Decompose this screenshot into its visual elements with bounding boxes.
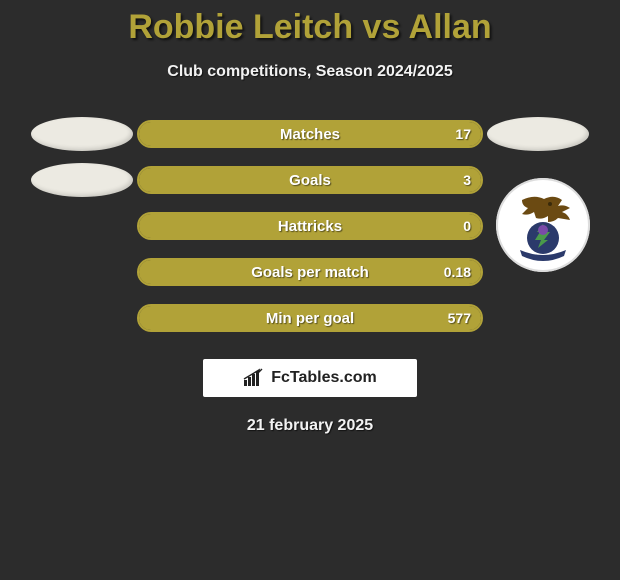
right-team-crest	[496, 178, 590, 272]
stat-bar: Hattricks 0	[137, 212, 483, 240]
bar-chart-icon	[243, 368, 265, 388]
stat-bar: Goals per match 0.18	[137, 258, 483, 286]
crest-icon	[504, 186, 582, 264]
stat-value-right: 3	[463, 168, 471, 192]
right-badge-slot	[483, 111, 593, 157]
stat-label: Goals per match	[139, 260, 481, 284]
stat-label: Hattricks	[139, 214, 481, 238]
left-badge-slot	[27, 295, 137, 341]
stat-row: Min per goal 577	[0, 295, 620, 341]
date-label: 21 february 2025	[0, 417, 620, 435]
page-title: Robbie Leitch vs Allan	[0, 0, 620, 47]
stat-row: Matches 17	[0, 111, 620, 157]
stat-value-right: 17	[455, 122, 471, 146]
page-subtitle: Club competitions, Season 2024/2025	[0, 63, 620, 81]
stat-label: Min per goal	[139, 306, 481, 330]
left-player-ellipse	[31, 117, 133, 151]
stat-value-right: 0.18	[444, 260, 471, 284]
left-badge-slot	[27, 203, 137, 249]
left-badge-slot	[27, 157, 137, 203]
left-badge-slot	[27, 111, 137, 157]
stat-label: Goals	[139, 168, 481, 192]
stat-value-right: 0	[463, 214, 471, 238]
left-team-ellipse	[31, 163, 133, 197]
comparison-infographic: Robbie Leitch vs Allan Club competitions…	[0, 0, 620, 580]
left-badge-slot	[27, 249, 137, 295]
brand-label: FcTables.com	[271, 369, 377, 387]
stat-bar: Matches 17	[137, 120, 483, 148]
right-player-ellipse	[487, 117, 589, 151]
stat-label: Matches	[139, 122, 481, 146]
stat-bar: Goals 3	[137, 166, 483, 194]
right-badge-slot	[483, 295, 593, 341]
stat-value-right: 577	[448, 306, 471, 330]
stat-bar: Min per goal 577	[137, 304, 483, 332]
brand-box[interactable]: FcTables.com	[203, 359, 417, 397]
